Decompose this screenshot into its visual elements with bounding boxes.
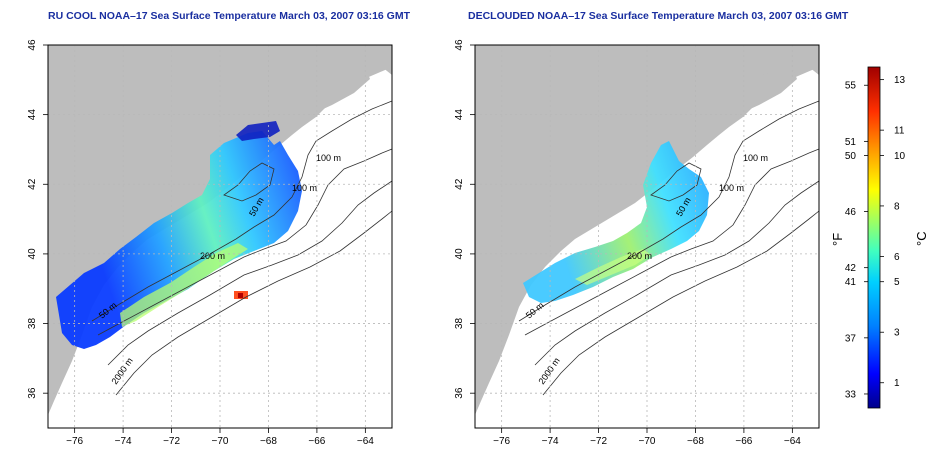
left-maine-sst: [236, 121, 280, 141]
left-x-tick-label: −74: [115, 436, 132, 447]
celsius-tick-label: 10: [894, 151, 906, 162]
right-y-tick-label: 44: [454, 109, 465, 121]
right-y-tick-label: 42: [454, 178, 465, 190]
right-y-tick-label: 38: [454, 318, 465, 330]
fahrenheit-tick-label: 50: [845, 151, 857, 162]
celsius-tick-label: 13: [894, 75, 906, 86]
celsius-tick-label: 5: [894, 277, 900, 288]
celsius-tick-label: 8: [894, 201, 900, 212]
left-sst-field: [56, 131, 302, 349]
fahrenheit-tick-label: 37: [845, 333, 857, 344]
celsius-tick-label: 6: [894, 252, 900, 263]
right-x-tick-label: −64: [784, 436, 801, 447]
right-newfoundland: [805, 45, 819, 75]
right-nova-scotia: [721, 69, 797, 115]
right-y-tick-label: 36: [454, 387, 465, 399]
fahrenheit-tick-label: 42: [845, 263, 857, 274]
right-x-tick-label: −76: [493, 436, 510, 447]
left-x-tick-label: −64: [357, 436, 374, 447]
fahrenheit-tick-label: 51: [845, 137, 857, 148]
fahrenheit-tick-label: 55: [845, 81, 857, 92]
left-y-tick-label: 42: [27, 178, 38, 190]
colorbar-ramp: [867, 66, 881, 409]
right-contour-label-4: 200 m: [627, 251, 652, 261]
celsius-unit-label: °C: [914, 231, 929, 246]
left-y-tick-label: 36: [27, 387, 38, 399]
left-y-tick-label: 44: [27, 109, 38, 121]
left-y-tick-label: 38: [27, 318, 38, 330]
left-contour-label-1: 100 m: [316, 153, 341, 163]
right-x-tick-label: −66: [735, 436, 752, 447]
fahrenheit-tick-label: 33: [845, 389, 857, 400]
right-land-mass: [475, 45, 819, 415]
right-x-tick-label: −72: [590, 436, 607, 447]
left-x-tick-label: −76: [66, 436, 83, 447]
right-map-title: DECLOUDED NOAA–17 Sea Surface Temperatur…: [468, 10, 849, 22]
left-map-title: RU COOL NOAA–17 Sea Surface Temperature …: [48, 10, 411, 22]
right-map-frame: [474, 44, 820, 429]
left-x-tick-label: −70: [212, 436, 229, 447]
right-y-tick-label: 40: [454, 248, 465, 260]
fahrenheit-tick-label: 46: [845, 207, 857, 218]
right-contour-label-1: 100 m: [743, 153, 768, 163]
left-y-tick-label: 40: [27, 248, 38, 260]
left-contour-label-4: 200 m: [200, 251, 225, 261]
right-sst-field: [523, 141, 709, 303]
left-map-frame: [47, 44, 393, 429]
celsius-tick-label: 1: [894, 378, 900, 389]
left-map-panel: 100 m 100 m 50 m 200 m 50 m 2000 m: [48, 45, 393, 428]
left-land-mass: [48, 45, 392, 415]
left-x-tick-label: −66: [308, 436, 325, 447]
left-newfoundland: [378, 45, 392, 75]
left-nova-scotia: [294, 69, 370, 115]
right-x-tick-label: −70: [639, 436, 656, 447]
left-y-tick-label: 46: [27, 39, 38, 51]
fahrenheit-tick-label: 41: [845, 277, 857, 288]
left-x-tick-label: −72: [163, 436, 180, 447]
right-x-tick-label: −68: [687, 436, 704, 447]
right-y-tick-label: 46: [454, 39, 465, 51]
right-isobaths: [518, 100, 820, 396]
left-x-tick-label: −68: [260, 436, 277, 447]
left-isobaths: [91, 100, 393, 396]
left-contour-label-2: 100 m: [292, 183, 317, 193]
fahrenheit-unit-label: °F: [830, 233, 845, 246]
celsius-tick-label: 3: [894, 328, 900, 339]
axes-layer: −76 −74 −72 −70 −68 −66 −64 36 38 40 42 44 46 −76 −74 −…: [27, 39, 820, 447]
celsius-tick-label: 11: [894, 126, 905, 137]
right-x-tick-label: −74: [542, 436, 559, 447]
left-warm-eddy-core: [238, 293, 243, 298]
right-contour-label-2: 100 m: [719, 183, 744, 193]
